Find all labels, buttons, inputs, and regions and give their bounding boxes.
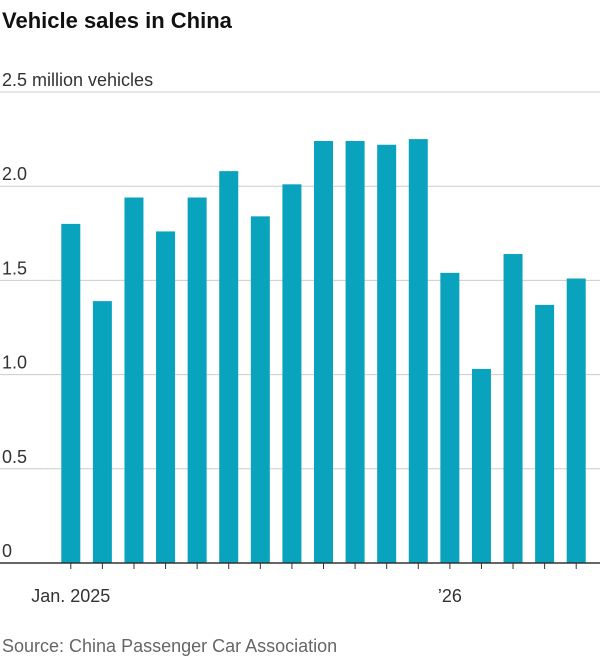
bar xyxy=(408,139,428,563)
bar xyxy=(92,301,112,563)
bar xyxy=(566,278,586,563)
bar xyxy=(187,197,207,563)
bar xyxy=(440,272,460,563)
bar xyxy=(314,140,333,563)
bar xyxy=(503,254,523,564)
bar xyxy=(345,140,365,563)
y-tick-label: 1.5 xyxy=(2,258,27,278)
bar xyxy=(219,171,239,564)
y-tick-label: 1.0 xyxy=(2,353,27,373)
y-tick-label: 2.5 million vehicles xyxy=(2,70,153,90)
y-tick-label: 0 xyxy=(2,541,12,561)
bar xyxy=(471,368,491,563)
bar xyxy=(535,304,555,563)
chart-title: Vehicle sales in China xyxy=(2,8,233,33)
bar xyxy=(156,231,176,563)
y-tick-label: 2.0 xyxy=(2,164,27,184)
x-tick-label: Jan. 2025 xyxy=(31,586,110,606)
source-note: Source: China Passenger Car Association xyxy=(2,636,337,656)
bar xyxy=(61,223,81,563)
bar xyxy=(377,144,397,563)
x-tick-label: ’26 xyxy=(438,586,462,606)
y-tick-label: 0.5 xyxy=(2,447,27,467)
bar xyxy=(250,216,270,563)
bar xyxy=(124,197,144,563)
bar xyxy=(282,184,302,564)
